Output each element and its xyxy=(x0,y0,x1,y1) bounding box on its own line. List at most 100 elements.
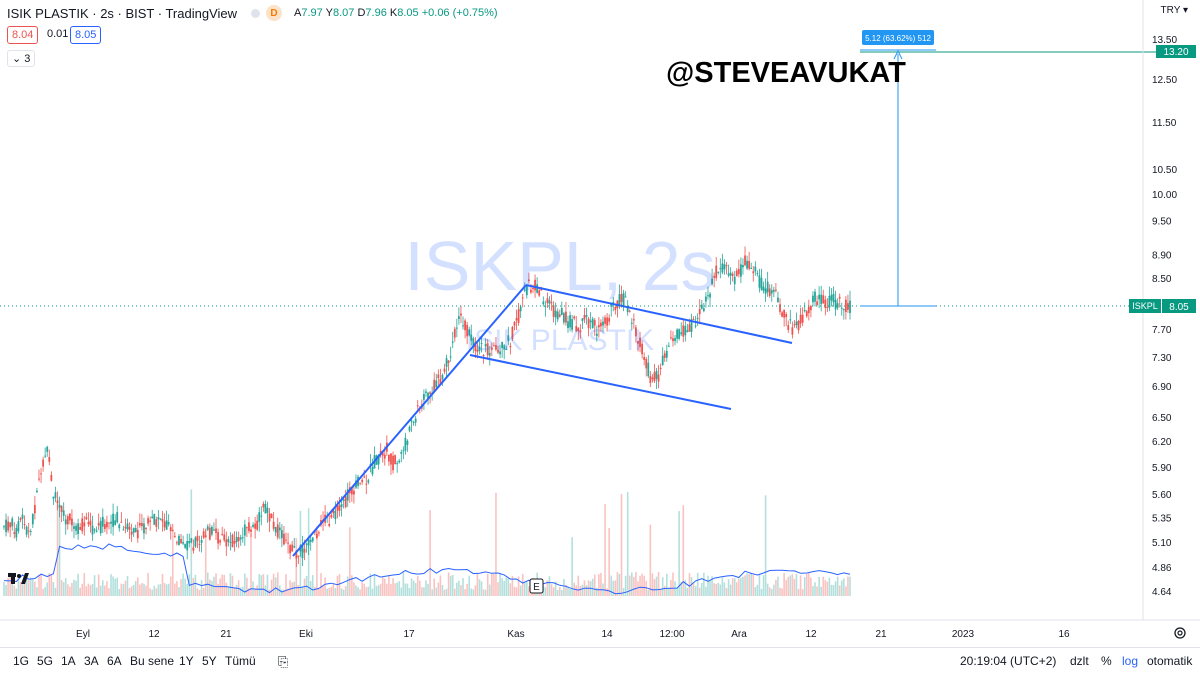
candle-body xyxy=(340,504,343,507)
timeframe-all[interactable]: Tümü xyxy=(225,654,256,668)
bid-price[interactable]: 8.04 xyxy=(7,26,39,44)
time-axis-tick: 21 xyxy=(875,629,887,640)
volume-bar xyxy=(202,587,205,596)
volume-bar xyxy=(830,584,833,596)
gear-icon[interactable] xyxy=(1174,627,1186,639)
volume-bar xyxy=(742,576,744,596)
candle-body xyxy=(696,318,699,320)
volume-bar xyxy=(365,587,368,596)
candle-body xyxy=(237,537,240,542)
volume-bar xyxy=(519,585,522,596)
candle-body xyxy=(423,393,425,400)
volume-bar xyxy=(176,581,178,596)
timeframe-ytd[interactable]: Bu sene xyxy=(130,654,175,668)
candle-body xyxy=(91,525,94,535)
delayed-data-badge[interactable]: D xyxy=(266,5,282,21)
candle-body xyxy=(258,512,261,522)
timeframe-1g[interactable]: 1G xyxy=(13,654,30,668)
volume-bar xyxy=(124,580,127,596)
candle-body xyxy=(497,349,499,353)
candle-body xyxy=(789,319,792,321)
symbol-title[interactable]: ISIK PLASTIK · 2s · BIST · TradingView xyxy=(7,5,237,21)
candle-body xyxy=(103,524,106,529)
candle-body xyxy=(744,255,746,266)
volume-bar xyxy=(460,585,462,596)
candle-body xyxy=(694,325,697,327)
percent-toggle[interactable]: % xyxy=(1101,654,1112,668)
last-price-symbol-tag xyxy=(1129,299,1161,313)
clock[interactable]: 20:19:04 (UTC+2) xyxy=(960,654,1057,668)
volume-bar xyxy=(503,580,505,596)
tradingview-logo-icon[interactable] xyxy=(8,571,30,587)
volume-bar xyxy=(89,585,92,596)
volume-bar xyxy=(293,581,296,596)
timeframe-1a[interactable]: 1A xyxy=(61,654,76,668)
candle-body xyxy=(106,521,108,528)
volume-bar xyxy=(324,577,326,596)
volume-bar xyxy=(643,575,645,596)
volume-bar xyxy=(209,579,211,596)
candle-body xyxy=(474,342,477,351)
timeframe-3a[interactable]: 3A xyxy=(84,654,99,668)
candle-body xyxy=(618,294,621,307)
volume-bar xyxy=(318,588,320,596)
volume-bar xyxy=(635,572,637,596)
volume-bar xyxy=(29,577,32,596)
candle-body xyxy=(7,521,10,531)
candle-body xyxy=(344,496,347,508)
candle-body xyxy=(682,325,685,337)
candle-body xyxy=(245,527,248,529)
volume-bar xyxy=(301,587,304,596)
volume-bar xyxy=(727,579,730,596)
candle-body xyxy=(83,522,86,527)
timeframe-6a[interactable]: 6A xyxy=(107,654,122,668)
auto-scale-toggle[interactable]: otomatik xyxy=(1147,654,1193,668)
timeframe-5y[interactable]: 5Y xyxy=(202,654,217,668)
candle-body xyxy=(587,318,590,329)
volume-bar xyxy=(130,586,133,596)
candle-body xyxy=(733,276,736,285)
volume-bar xyxy=(322,585,324,596)
candle-body xyxy=(472,338,475,347)
candle-body xyxy=(770,290,773,294)
volume-bar xyxy=(655,576,658,596)
date-range-icon[interactable]: ⎘ xyxy=(278,654,289,669)
volume-bar xyxy=(157,584,160,596)
candle-body xyxy=(404,437,407,451)
volume-bar xyxy=(50,574,53,596)
candle-body xyxy=(99,520,102,534)
candle-body xyxy=(213,529,215,531)
candle-body xyxy=(388,454,390,462)
candle-body xyxy=(702,308,705,312)
volume-bar xyxy=(645,580,648,596)
volume-bar xyxy=(626,491,629,596)
volume-bar xyxy=(752,574,755,596)
volume-bar xyxy=(847,576,849,596)
candle-body xyxy=(254,523,257,529)
timeframe-1y[interactable]: 1Y xyxy=(179,654,194,668)
measure-label-box xyxy=(862,30,934,45)
volume-bar xyxy=(79,587,81,596)
currency-selector[interactable]: TRY ▾ xyxy=(1160,5,1188,16)
candle-body xyxy=(521,297,524,299)
volume-bar xyxy=(449,575,452,596)
indicators-toggle[interactable]: ⌄ 3 xyxy=(7,50,36,67)
candle-body xyxy=(46,446,49,452)
volume-bar xyxy=(672,572,674,596)
candle-body xyxy=(66,516,69,525)
candle-body xyxy=(73,526,75,529)
candle-body xyxy=(75,525,77,531)
ask-price[interactable]: 8.05 xyxy=(70,26,102,44)
volume-average-line xyxy=(3,543,851,595)
log-toggle[interactable]: log xyxy=(1122,654,1139,668)
timeframe-5g[interactable]: 5G xyxy=(37,654,54,668)
last-price-value: 8.05 xyxy=(1169,302,1189,313)
volume-bar xyxy=(223,574,226,596)
candle-body xyxy=(523,289,526,291)
earnings-marker[interactable] xyxy=(529,578,544,594)
volume-bar xyxy=(114,578,116,596)
time-axis-tick: 21 xyxy=(220,629,232,640)
volume-bar xyxy=(349,527,351,596)
adjust-toggle[interactable]: dzlt xyxy=(1070,654,1089,668)
